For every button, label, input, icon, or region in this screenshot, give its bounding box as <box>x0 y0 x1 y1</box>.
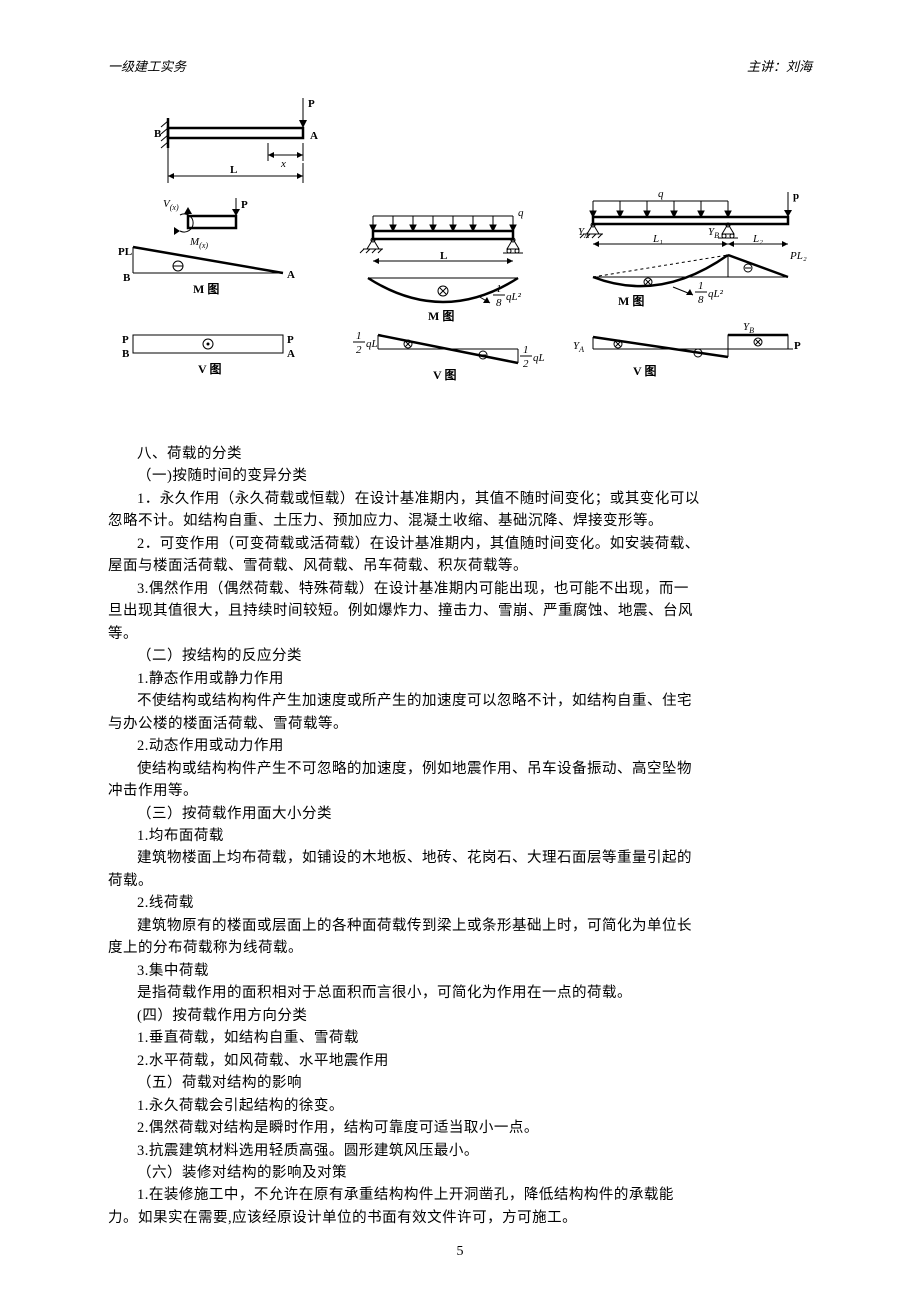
p-8-3-1c: 荷载。 <box>108 870 812 892</box>
label-P2: P <box>241 199 248 211</box>
caption-M2: M 图 <box>428 309 454 323</box>
caption-M3: M 图 <box>618 294 644 308</box>
caption-V1: V 图 <box>198 362 221 376</box>
p-8-4-2: 2.水平荷载，如风荷载、水平地震作用 <box>108 1050 812 1072</box>
label-A4: A <box>287 348 295 360</box>
p-8-1-1b: 忽略不计。如结构自重、土压力、预加应力、混凝土收缩、基础沉降、焊接变形等。 <box>108 510 812 532</box>
label-q: q <box>518 207 524 219</box>
p-8-1-3c: 等。 <box>108 623 812 645</box>
p-8-3-2: 2.线荷载 <box>108 892 812 914</box>
p-8-2-2: 2.动态作用或动力作用 <box>108 735 812 757</box>
label-PL2: PL₂ <box>789 250 807 262</box>
label-p8: p <box>793 190 799 202</box>
p-8-2-2b: 使结构或结构构件产生不可忽略的加速度，例如地震作用、吊车设备振动、高空坠物 <box>108 758 812 780</box>
p-8-1-3: 3.偶然作用（偶然荷载、特殊荷载）在设计基准期内可能出现，也可能不出现，而一 <box>108 578 812 600</box>
p-8-1-2: 2．可变作用（可变荷载或活荷载）在设计基准期内，其值随时间变化。如安装荷载、 <box>108 533 812 555</box>
diagram-figures: B P A x L <box>108 83 812 383</box>
svg-text:qL: qL <box>366 338 378 350</box>
h-s8: 八、荷载的分类 <box>108 443 812 465</box>
p-8-3-3: 3.集中荷载 <box>108 960 812 982</box>
label-P4r: P <box>287 334 294 346</box>
label-q8: q <box>658 188 664 200</box>
header-left: 一级建工实务 <box>108 56 186 75</box>
frac7bl: 2 <box>356 344 362 356</box>
label-P4t: P <box>122 334 129 346</box>
tail6: qL² <box>506 291 522 303</box>
p-8-3-2b: 建筑物原有的楼面或层面上的各种面荷载传到梁上或条形基础上时，可简化为单位长 <box>108 915 812 937</box>
p-8-2-1: 1.静态作用或静力作用 <box>108 668 812 690</box>
svg-text:YB: YB <box>708 226 719 240</box>
p-8-1-1: 1．永久作用（永久荷载或恒载）在设计基准期内，其值不随时间变化；或其变化可以 <box>108 488 812 510</box>
p-8-6-1b: 力。如果实在需要,应该经原设计单位的书面有效文件许可，方可施工。 <box>108 1207 812 1229</box>
label-P10: P <box>794 340 801 352</box>
caption-V2: V 图 <box>433 368 456 382</box>
svg-text:M(x): M(x) <box>189 236 208 250</box>
label-PL: PL <box>118 246 132 258</box>
svg-text:V(x): V(x) <box>163 198 179 212</box>
label-A3: A <box>287 269 295 281</box>
p-8-2-2c: 冲击作用等。 <box>108 780 812 802</box>
frac7tl: 1 <box>356 330 362 342</box>
frac9t: 1 <box>698 280 704 292</box>
frac7tr: 1 <box>523 344 529 356</box>
p-8-1-3b: 旦出现其值很大，且持续时间较短。例如爆炸力、撞击力、雪崩、严重腐蚀、地震、台风 <box>108 600 812 622</box>
p-8-3-2c: 度上的分布荷载称为线荷载。 <box>108 937 812 959</box>
label-B3: B <box>123 272 131 284</box>
page-number: 5 <box>0 1244 920 1260</box>
p-8-4-1: 1.垂直荷载，如结构自重、雪荷载 <box>108 1027 812 1049</box>
label-B4: B <box>122 348 130 360</box>
p-8-5-1: 1.永久荷载会引起结构的徐变。 <box>108 1095 812 1117</box>
svg-text:YB: YB <box>743 321 754 335</box>
h-s8-4: (四）按荷载作用方向分类 <box>108 1005 812 1027</box>
p-8-3-3b: 是指荷载作用的面积相对于总面积而言很小，可简化为作用在一点的荷载。 <box>108 982 812 1004</box>
h-s8-3: （三）按荷载作用面大小分类 <box>108 803 812 825</box>
p-8-3-1b: 建筑物楼面上均布荷载，如铺设的木地板、地砖、花岗石、大理石面层等重量引起的 <box>108 847 812 869</box>
p-8-5-2: 2.偶然荷载对结构是瞬时作用，结构可靠度可适当取小一点。 <box>108 1117 812 1139</box>
label-L2: L₂ <box>752 233 763 245</box>
label-L5: L <box>440 250 447 262</box>
h-s8-6: （六）装修对结构的影响及对策 <box>108 1162 812 1184</box>
p-8-3-1: 1.均布面荷载 <box>108 825 812 847</box>
frac7br: 2 <box>523 358 529 370</box>
tail9: qL² <box>708 288 724 300</box>
svg-text:YA: YA <box>578 226 589 240</box>
label-A: A <box>310 130 318 142</box>
caption-V3: V 图 <box>633 364 656 378</box>
body-text: 八、荷载的分类 （一)按随时间的变异分类 1．永久作用（永久荷载或恒载）在设计基… <box>108 443 812 1229</box>
frac6b: 8 <box>496 297 502 309</box>
p-8-5-3: 3.抗震建筑材料选用轻质高强。圆形建筑风压最小。 <box>108 1140 812 1162</box>
p-8-1-2b: 屋面与楼面活荷载、雪荷载、风荷载、吊车荷载、积灰荷载等。 <box>108 555 812 577</box>
label-L1: L₁ <box>652 233 663 245</box>
page-header: 一级建工实务 主讲：刘海 <box>108 56 812 75</box>
h-s8-1: （一)按随时间的变异分类 <box>108 465 812 487</box>
p-8-2-1c: 与办公楼的楼面活荷载、雪荷载等。 <box>108 713 812 735</box>
svg-text:qL: qL <box>533 352 545 364</box>
h-s8-2: （二）按结构的反应分类 <box>108 645 812 667</box>
p-8-6-1: 1.在装修施工中，不允许在原有承重结构构件上开洞凿孔，降低结构构件的承载能 <box>108 1184 812 1206</box>
p-8-2-1b: 不使结构或结构构件产生加速度或所产生的加速度可以忽略不计，如结构自重、住宅 <box>108 690 812 712</box>
caption-M1: M 图 <box>193 282 219 296</box>
mechanics-diagrams: B P A x L <box>108 83 812 383</box>
label-B: B <box>154 128 162 140</box>
h-s8-5: （五）荷载对结构的影响 <box>108 1072 812 1094</box>
svg-text:YA: YA <box>573 340 584 354</box>
frac9b: 8 <box>698 294 704 306</box>
label-P: P <box>308 98 315 110</box>
label-x: x <box>280 158 286 170</box>
label-L: L <box>230 164 237 176</box>
frac6t: 1 <box>496 283 502 295</box>
header-right: 主讲：刘海 <box>747 56 812 75</box>
